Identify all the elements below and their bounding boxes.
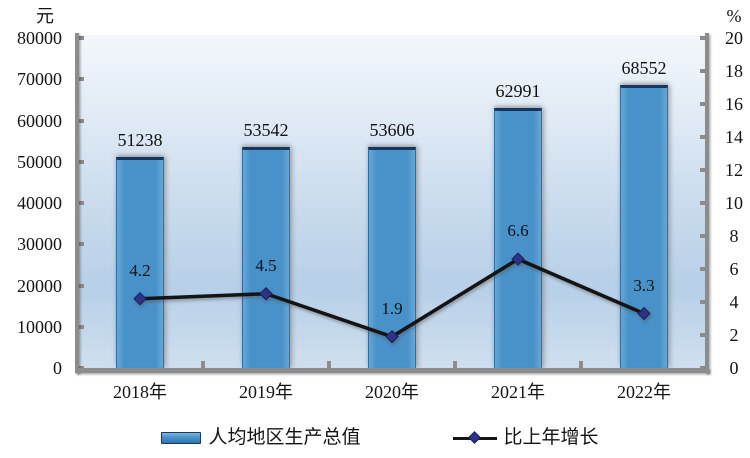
- left-axis-tick-mark: [79, 118, 84, 123]
- x-axis-tick-mark: [201, 361, 205, 368]
- bar-2020年: [368, 146, 416, 368]
- right-axis-tick-mark: [700, 333, 705, 337]
- line-value-label: 4.2: [129, 260, 151, 280]
- legend: 人均地区生产总值 比上年增长: [0, 424, 750, 452]
- left-axis-tick-label: 10000: [17, 316, 62, 337]
- left-axis-tick-label: 20000: [17, 275, 62, 296]
- right-axis-tick-label: 4: [729, 292, 739, 312]
- right-y-axis-line: [705, 33, 709, 373]
- left-axis-unit-label: 元: [36, 6, 54, 26]
- right-axis-tick-mark: [700, 102, 705, 106]
- left-axis-tick-mark: [79, 324, 84, 329]
- left-axis-tick-mark: [79, 36, 84, 40]
- right-axis-tick-mark: [700, 267, 705, 271]
- left-axis-tick-label: 60000: [17, 110, 62, 131]
- right-axis-tick-mark: [700, 168, 705, 172]
- bar-2022年: [620, 85, 668, 368]
- bar-value-label: 68552: [621, 58, 667, 79]
- left-axis-tick-label: 50000: [17, 151, 62, 172]
- left-axis-tick-label: 0: [53, 358, 62, 378]
- right-axis-tick-mark: [700, 135, 705, 139]
- bar-value-label: 51238: [117, 129, 163, 150]
- left-axis-tick-mark: [79, 77, 84, 82]
- right-axis-tick-label: 0: [729, 358, 739, 378]
- right-axis-tick-mark: [700, 300, 705, 304]
- bar-value-label: 62991: [495, 81, 541, 102]
- x-axis-tick-mark: [579, 361, 583, 368]
- x-axis-line: [75, 368, 709, 373]
- right-axis-tick-label: 18: [725, 61, 743, 81]
- right-axis-tick-mark: [700, 69, 705, 73]
- right-axis-tick-label: 12: [725, 160, 743, 180]
- x-axis-category-label: 2020年: [365, 382, 419, 402]
- right-axis-tick-label: 6: [729, 259, 739, 279]
- right-axis-tick-label: 10: [725, 193, 743, 213]
- right-axis-tick-mark: [700, 234, 705, 238]
- left-axis-tick-mark: [79, 242, 84, 247]
- left-axis-tick-mark: [79, 201, 84, 205]
- line-value-label: 6.6: [507, 221, 529, 241]
- legend-item-gdp-per-capita: 人均地区生产总值: [161, 426, 361, 450]
- x-axis-tick-mark: [453, 361, 457, 368]
- x-axis-tick-mark: [327, 361, 331, 368]
- x-axis-category-label: 2021年: [491, 382, 545, 402]
- left-axis-tick-mark: [79, 159, 84, 164]
- line-series-swatch-icon: [452, 431, 497, 445]
- right-axis-tick-label: 2: [729, 325, 739, 345]
- left-axis-tick-label: 40000: [17, 193, 62, 213]
- bar-series-swatch-icon: [161, 432, 202, 444]
- legend-diamond-marker-icon: [467, 431, 481, 444]
- right-axis-tick-mark: [700, 201, 705, 205]
- left-y-axis-line: [75, 33, 79, 373]
- line-value-label: 4.5: [255, 255, 277, 275]
- line-value-label: 3.3: [633, 275, 655, 295]
- right-axis-tick-label: 20: [725, 28, 743, 48]
- left-axis-tick-mark: [79, 283, 84, 288]
- x-axis-category-label: 2019年: [239, 382, 293, 402]
- left-axis-tick-label: 30000: [17, 234, 62, 255]
- right-axis-tick-label: 16: [725, 94, 743, 114]
- x-axis-category-label: 2022年: [617, 382, 671, 402]
- bar-value-label: 53542: [243, 120, 289, 141]
- legend-label-gdp-per-capita: 人均地区生产总值: [208, 427, 361, 448]
- left-axis-tick-label: 80000: [17, 28, 62, 48]
- right-axis-tick-label: 8: [729, 226, 739, 246]
- line-value-label: 1.9: [381, 298, 403, 318]
- right-axis-tick-label: 14: [725, 127, 743, 147]
- bar-value-label: 53606: [369, 119, 415, 140]
- legend-label-growth: 比上年增长: [503, 427, 599, 448]
- right-axis-unit-label: %: [726, 6, 742, 26]
- right-axis-tick-mark: [700, 36, 705, 40]
- x-axis-category-label: 2018年: [113, 382, 167, 402]
- legend-item-growth: 比上年增长: [452, 426, 599, 450]
- left-axis-tick-label: 70000: [17, 69, 62, 90]
